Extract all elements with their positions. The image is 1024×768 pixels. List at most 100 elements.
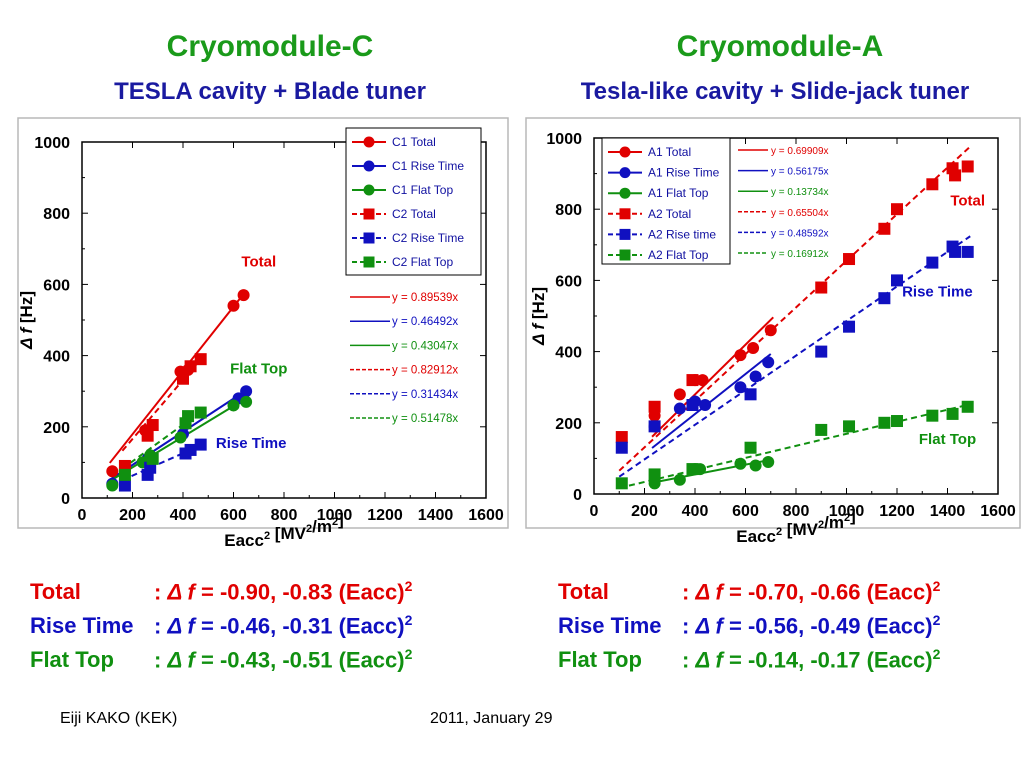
data-point <box>182 410 195 423</box>
y-tick-label: 800 <box>43 206 70 223</box>
chart-annotation: Total <box>241 254 276 271</box>
y-tick-label: 400 <box>43 349 70 366</box>
chart-annotation: Flat Top <box>230 360 287 377</box>
x-tick-label: 1400 <box>418 507 454 524</box>
data-point <box>240 395 253 408</box>
x-tick-label: 0 <box>590 503 599 520</box>
data-point <box>961 160 974 173</box>
legend-marker <box>363 208 375 220</box>
data-point <box>686 463 699 476</box>
data-point <box>747 342 760 355</box>
equation-delta: Δ <box>167 647 182 673</box>
equation-separator: : <box>682 647 696 673</box>
x-tick-label: 1600 <box>468 507 504 524</box>
fit-equation-label: y = 0.46492x <box>392 316 458 328</box>
data-point <box>106 465 119 478</box>
data-point <box>696 374 709 387</box>
fit-equation-label: y = 0.43047x <box>392 340 458 352</box>
data-point <box>843 320 856 333</box>
equation-value: = -0.70, -0.66 (Eacc) <box>728 579 933 605</box>
data-point <box>673 402 686 415</box>
data-point <box>146 419 159 432</box>
x-tick-label: 1200 <box>879 503 915 520</box>
equation-power: 2 <box>404 612 413 628</box>
data-point <box>194 353 207 366</box>
data-point <box>749 370 762 383</box>
data-point <box>648 468 661 481</box>
data-point <box>184 360 197 373</box>
equation-row: Rise Time: Δ f = -0.56, -0.49 (Eacc)2 <box>558 612 940 639</box>
data-point <box>926 409 939 422</box>
data-point <box>184 443 197 456</box>
fit-line <box>619 403 971 489</box>
y-tick-label: 400 <box>555 345 582 362</box>
legend-label: A1 Total <box>648 145 691 159</box>
data-point <box>106 479 119 492</box>
x-tick-label: 600 <box>732 503 759 520</box>
x-tick-label: 800 <box>783 503 810 520</box>
data-point <box>699 399 712 411</box>
data-point <box>878 416 891 429</box>
legend-marker <box>619 208 631 220</box>
data-point <box>926 178 939 191</box>
equation-row: Total: Δ f = -0.70, -0.66 (Eacc)2 <box>558 578 940 605</box>
equation-f: f <box>709 613 729 639</box>
equation-power: 2 <box>404 646 413 662</box>
equation-label: Rise Time <box>558 613 662 639</box>
x-tick-label: 1000 <box>317 507 353 524</box>
equation-value: = -0.14, -0.17 (Eacc) <box>728 647 933 673</box>
y-tick-label: 800 <box>555 202 582 219</box>
data-point <box>194 438 207 451</box>
legend-marker <box>619 249 631 261</box>
equation-delta: Δ <box>695 613 710 639</box>
data-point <box>734 457 747 470</box>
legend-marker <box>363 136 375 148</box>
legend-label: A2 Flat Top <box>648 248 709 262</box>
legend-marker <box>619 167 631 179</box>
data-point <box>891 274 903 287</box>
legend-marker <box>619 146 631 158</box>
x-tick-label: 600 <box>220 507 247 524</box>
data-point <box>946 407 959 420</box>
legend-label: A1 Flat Top <box>648 186 709 200</box>
x-tick-label: 200 <box>631 503 658 520</box>
y-tick-label: 1000 <box>546 131 582 148</box>
data-point <box>949 245 962 258</box>
y-tick-label: 200 <box>43 420 70 437</box>
data-point <box>146 452 159 465</box>
right-chart-subtitle: Tesla-like cavity + Slide-jack tuner <box>580 78 970 105</box>
equation-row: Rise Time: Δ f = -0.46, -0.31 (Eacc)2 <box>30 612 412 639</box>
data-point <box>673 473 686 486</box>
data-point <box>118 468 131 481</box>
fit-equation-label: y = 0.56175x <box>771 167 829 178</box>
data-point <box>949 169 962 182</box>
equation-separator: : <box>682 579 696 605</box>
equation-f: f <box>181 647 201 673</box>
equation-label: Total <box>558 579 609 605</box>
data-point <box>762 356 775 369</box>
x-tick-label: 1200 <box>367 507 403 524</box>
chart-annotation: Rise Time <box>902 283 973 300</box>
data-point <box>686 399 699 411</box>
data-point <box>891 415 903 428</box>
data-point <box>891 203 903 216</box>
fit-equation-label: y = 0.16912x <box>771 249 829 260</box>
y-tick-label: 0 <box>61 491 70 508</box>
data-point <box>615 431 628 444</box>
data-point <box>648 420 661 433</box>
legend-marker <box>363 256 375 268</box>
legend-label: A2 Rise time <box>648 227 716 241</box>
legend-box <box>601 137 731 265</box>
chart-annotation: Rise Time <box>216 435 287 452</box>
equation-label: Flat Top <box>30 647 114 673</box>
fit-equation-label: y = 0.13734x <box>771 187 829 198</box>
y-tick-label: 600 <box>555 273 582 290</box>
footer-author: Eiji KAKO (KEK) <box>60 710 178 727</box>
x-axis-label: Eacc2 [MV2/m2] <box>224 510 343 550</box>
data-point <box>961 400 974 413</box>
data-point <box>764 324 777 337</box>
x-tick-label: 800 <box>271 507 298 524</box>
legend-label: A2 Total <box>648 207 691 221</box>
legend-label: C2 Flat Top <box>392 255 453 269</box>
x-tick-label: 400 <box>170 507 197 524</box>
